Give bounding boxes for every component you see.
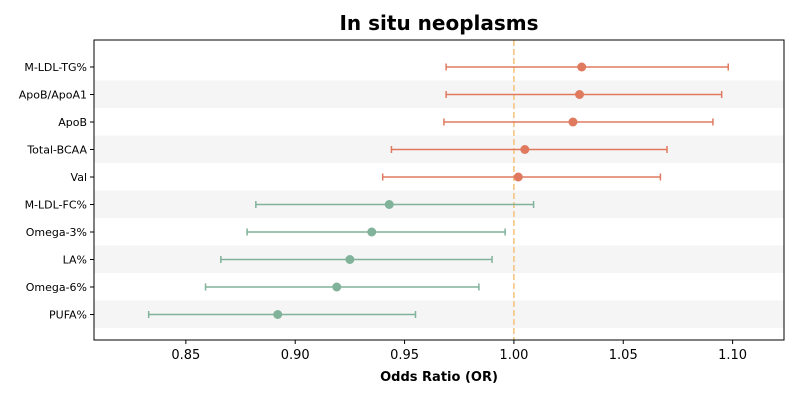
x-axis: 0.85 0.90 0.95 1.00 1.05 1.10	[171, 340, 747, 363]
confidence-intervals	[147, 63, 729, 318]
chart-title: In situ neoplasms	[339, 11, 538, 35]
y-tick-label: PUFA%	[49, 309, 87, 322]
point-estimate	[575, 90, 585, 99]
x-tick-label: 1.05	[609, 348, 638, 363]
y-tick-label: M-LDL-TG%	[24, 61, 87, 74]
point-estimate	[332, 282, 342, 292]
point-estimates	[273, 62, 587, 319]
y-tick-label: ApoB	[58, 116, 87, 129]
x-tick-label: 1.10	[718, 348, 747, 363]
y-tick-label: Omega-6%	[26, 281, 87, 294]
point-estimate	[568, 117, 578, 127]
x-tick-label: 1.00	[499, 348, 528, 363]
point-estimate	[345, 255, 355, 264]
y-tick-label: LA%	[63, 254, 87, 267]
y-tick-label: Total-BCAA	[26, 144, 87, 157]
point-estimate	[273, 310, 283, 319]
point-estimate	[513, 172, 523, 182]
point-estimate	[384, 200, 394, 209]
y-tick-label: M-LDL-FC%	[25, 199, 87, 212]
point-estimate	[367, 227, 377, 237]
y-axis: M-LDL-TG% ApoB/ApoA1 ApoB Total-BCAA Val M-LD…	[19, 61, 94, 322]
plot-frame	[93, 39, 785, 341]
point-estimate	[520, 145, 530, 154]
x-tick-label: 0.85	[171, 348, 200, 363]
y-tick-label: ApoB/ApoA1	[19, 89, 87, 102]
point-estimate	[577, 62, 587, 72]
x-axis-label: Odds Ratio (OR)	[380, 370, 498, 385]
y-tick-label: Omega-3%	[26, 226, 87, 239]
y-tick-label: Val	[71, 171, 87, 184]
x-tick-label: 0.95	[390, 348, 419, 363]
x-tick-label: 0.90	[281, 348, 310, 363]
